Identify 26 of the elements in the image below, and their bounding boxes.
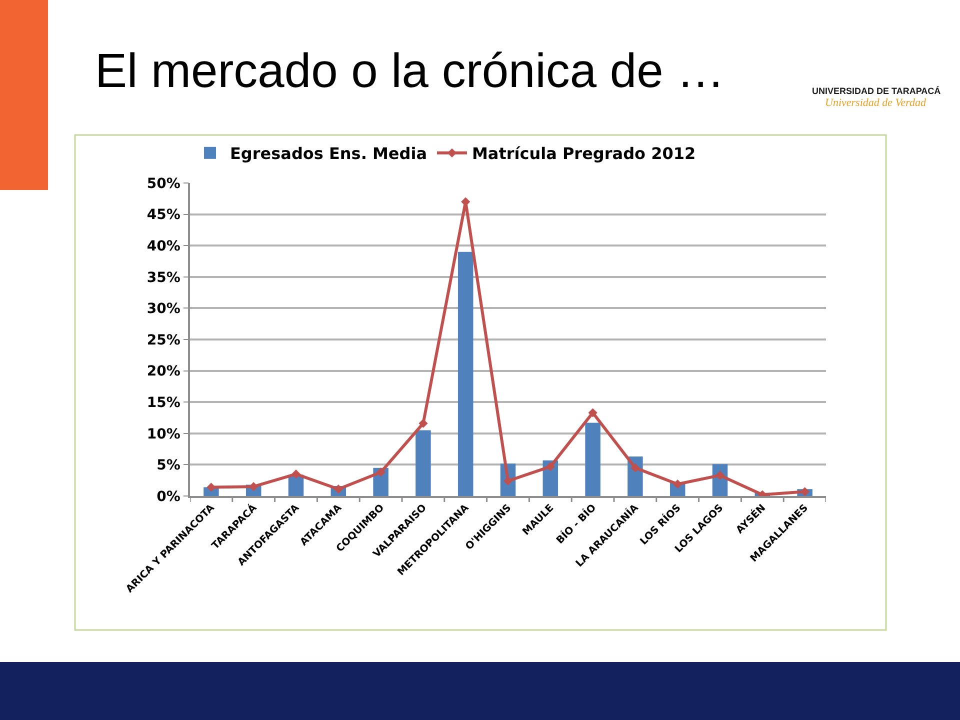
point: [588, 408, 598, 418]
y-tick-label: 50%: [146, 176, 180, 192]
y-tick-label: 45%: [146, 207, 180, 224]
text: Universidad de Verdad: [825, 97, 927, 109]
point: [630, 463, 640, 472]
y-tick-label: 40%: [146, 238, 180, 254]
text: UNIVERSIDAD DE TARAPACÁ: [812, 86, 942, 96]
point: [376, 468, 386, 477]
y-tick-label: 20%: [146, 364, 180, 380]
point: [418, 418, 428, 428]
bar: [416, 430, 431, 496]
chart-title: El mercado o la crónica de …: [95, 44, 725, 98]
y-tick-label: 5%: [156, 458, 180, 474]
y-tick-label: 10%: [146, 426, 180, 442]
point: [673, 480, 682, 489]
point: [546, 462, 555, 472]
y-tick-label: 15%: [146, 395, 180, 411]
legend-label: Egresados Ens. Media: [230, 144, 427, 164]
y-tick-label: 0%: [156, 488, 180, 505]
legend-label: Matrícula Pregrado 2012: [472, 144, 696, 164]
y-tick-label: 25%: [146, 332, 180, 348]
bar: [585, 422, 600, 496]
bar: [458, 252, 474, 496]
point: [291, 470, 301, 479]
y-tick-label: 30%: [146, 301, 180, 318]
y-tick-label: 35%: [146, 270, 180, 286]
